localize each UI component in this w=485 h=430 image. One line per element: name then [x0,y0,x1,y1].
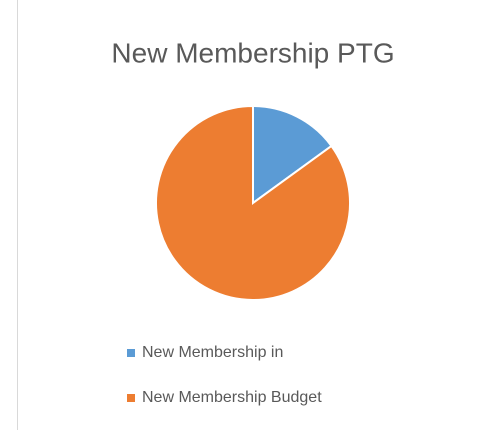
pie-slice [252,104,333,205]
pie-slice [155,104,351,301]
legend-swatch [127,394,135,402]
legend-swatch [127,349,135,357]
legend-label: New Membership in [142,344,283,361]
legend-label: New Membership Budget [142,389,322,406]
chart-title: New Membership PTG [111,37,394,68]
